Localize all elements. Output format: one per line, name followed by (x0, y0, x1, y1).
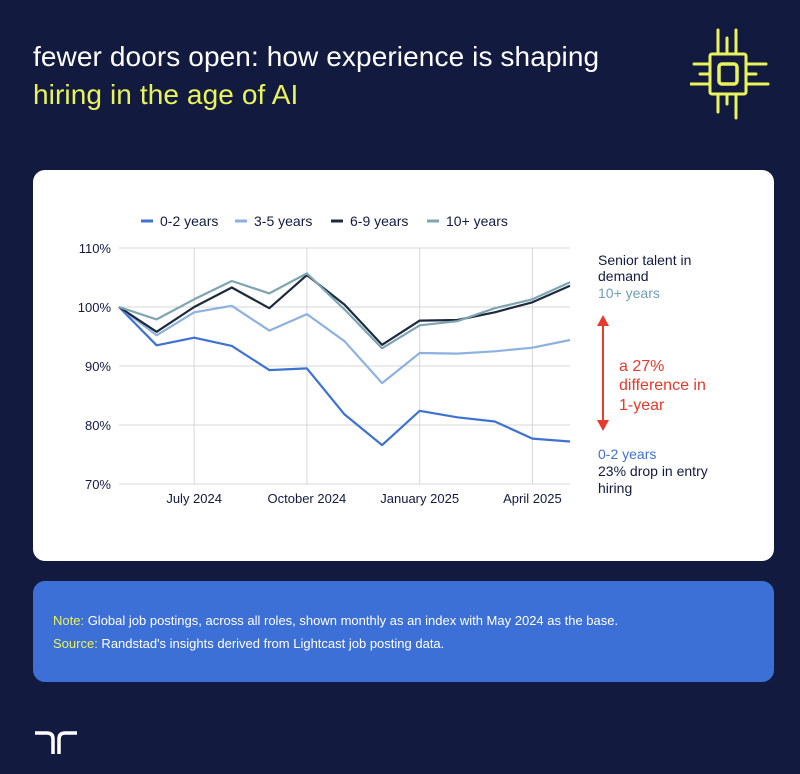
y-axis-ticks: 70% 80% 90% 100% 110% (78, 241, 112, 492)
x-tick-label: July 2024 (166, 491, 222, 506)
y-tick-label: 90% (85, 359, 111, 374)
legend-label: 3-5 years (254, 213, 312, 229)
legend-item: 10+ years (427, 213, 508, 229)
chart-card: 0-2 years 3-5 years 6-9 years 10+ years 70%… (33, 170, 774, 561)
source-text: Randstad's insights derived from Lightca… (97, 636, 445, 651)
note-label: Note: (53, 613, 85, 628)
legend-item: 6-9 years (331, 213, 408, 229)
annotation-diff-line3: 1-year (619, 397, 665, 414)
source-label: Source: (53, 636, 98, 651)
note-line: Note: Global job postings, across all ro… (53, 613, 618, 628)
legend-item: 0-2 years (141, 213, 218, 229)
annotation-senior-line1: Senior talent in (598, 252, 691, 268)
annotation-diff-line1: a 27% (619, 358, 664, 375)
page-title-line1: fewer doors open: how experience is shap… (33, 41, 600, 72)
x-axis-ticks: July 2024 October 2024 January 2025 April 2… (166, 491, 561, 506)
x-tick-label: April 2025 (503, 491, 562, 506)
y-tick-label: 110% (79, 241, 112, 256)
series-line-0-2-years (118, 306, 571, 447)
note-text: Global job postings, across all roles, s… (84, 613, 619, 628)
arrow-down-icon (597, 420, 609, 431)
chart-grid (119, 247, 570, 485)
annotation-senior-line2: demand (598, 268, 649, 284)
line-chart: 0-2 years 3-5 years 6-9 years 10+ years 70%… (78, 213, 708, 506)
chart-series (118, 272, 571, 447)
arrow-up-icon (597, 315, 609, 326)
y-tick-label: 80% (85, 418, 111, 433)
x-tick-label: October 2024 (268, 491, 347, 506)
annotation-senior-sub: 10+ years (598, 285, 660, 301)
x-tick-label: January 2025 (380, 491, 459, 506)
y-tick-label: 100% (78, 300, 112, 315)
legend-label: 10+ years (446, 213, 508, 229)
note-card: Note: Global job postings, across all ro… (33, 581, 774, 682)
randstad-logo-icon (35, 731, 77, 754)
chart-legend: 0-2 years 3-5 years 6-9 years 10+ years (141, 213, 508, 229)
annotation-group: Senior talent in demand 10+ years a 27% … (597, 252, 708, 496)
series-line-3-5-years (118, 304, 571, 385)
legend-label: 0-2 years (160, 213, 218, 229)
series-line-6-9-years (118, 273, 571, 346)
annotation-diff-line2: difference in (619, 377, 706, 394)
source-line: Source: Randstad's insights derived from… (53, 636, 444, 651)
chip-icon (690, 28, 770, 120)
annotation-entry-sub: 0-2 years (598, 446, 656, 462)
legend-item: 3-5 years (235, 213, 312, 229)
page-title-line2: hiring in the age of AI (33, 79, 299, 110)
title-block: fewer doors open: how experience is shap… (33, 38, 599, 114)
y-tick-label: 70% (85, 477, 111, 492)
annotation-entry-line1: 23% drop in entry (598, 463, 708, 479)
series-line-10-years (118, 272, 571, 350)
legend-label: 6-9 years (350, 213, 408, 229)
annotation-entry-line2: hiring (598, 480, 632, 496)
